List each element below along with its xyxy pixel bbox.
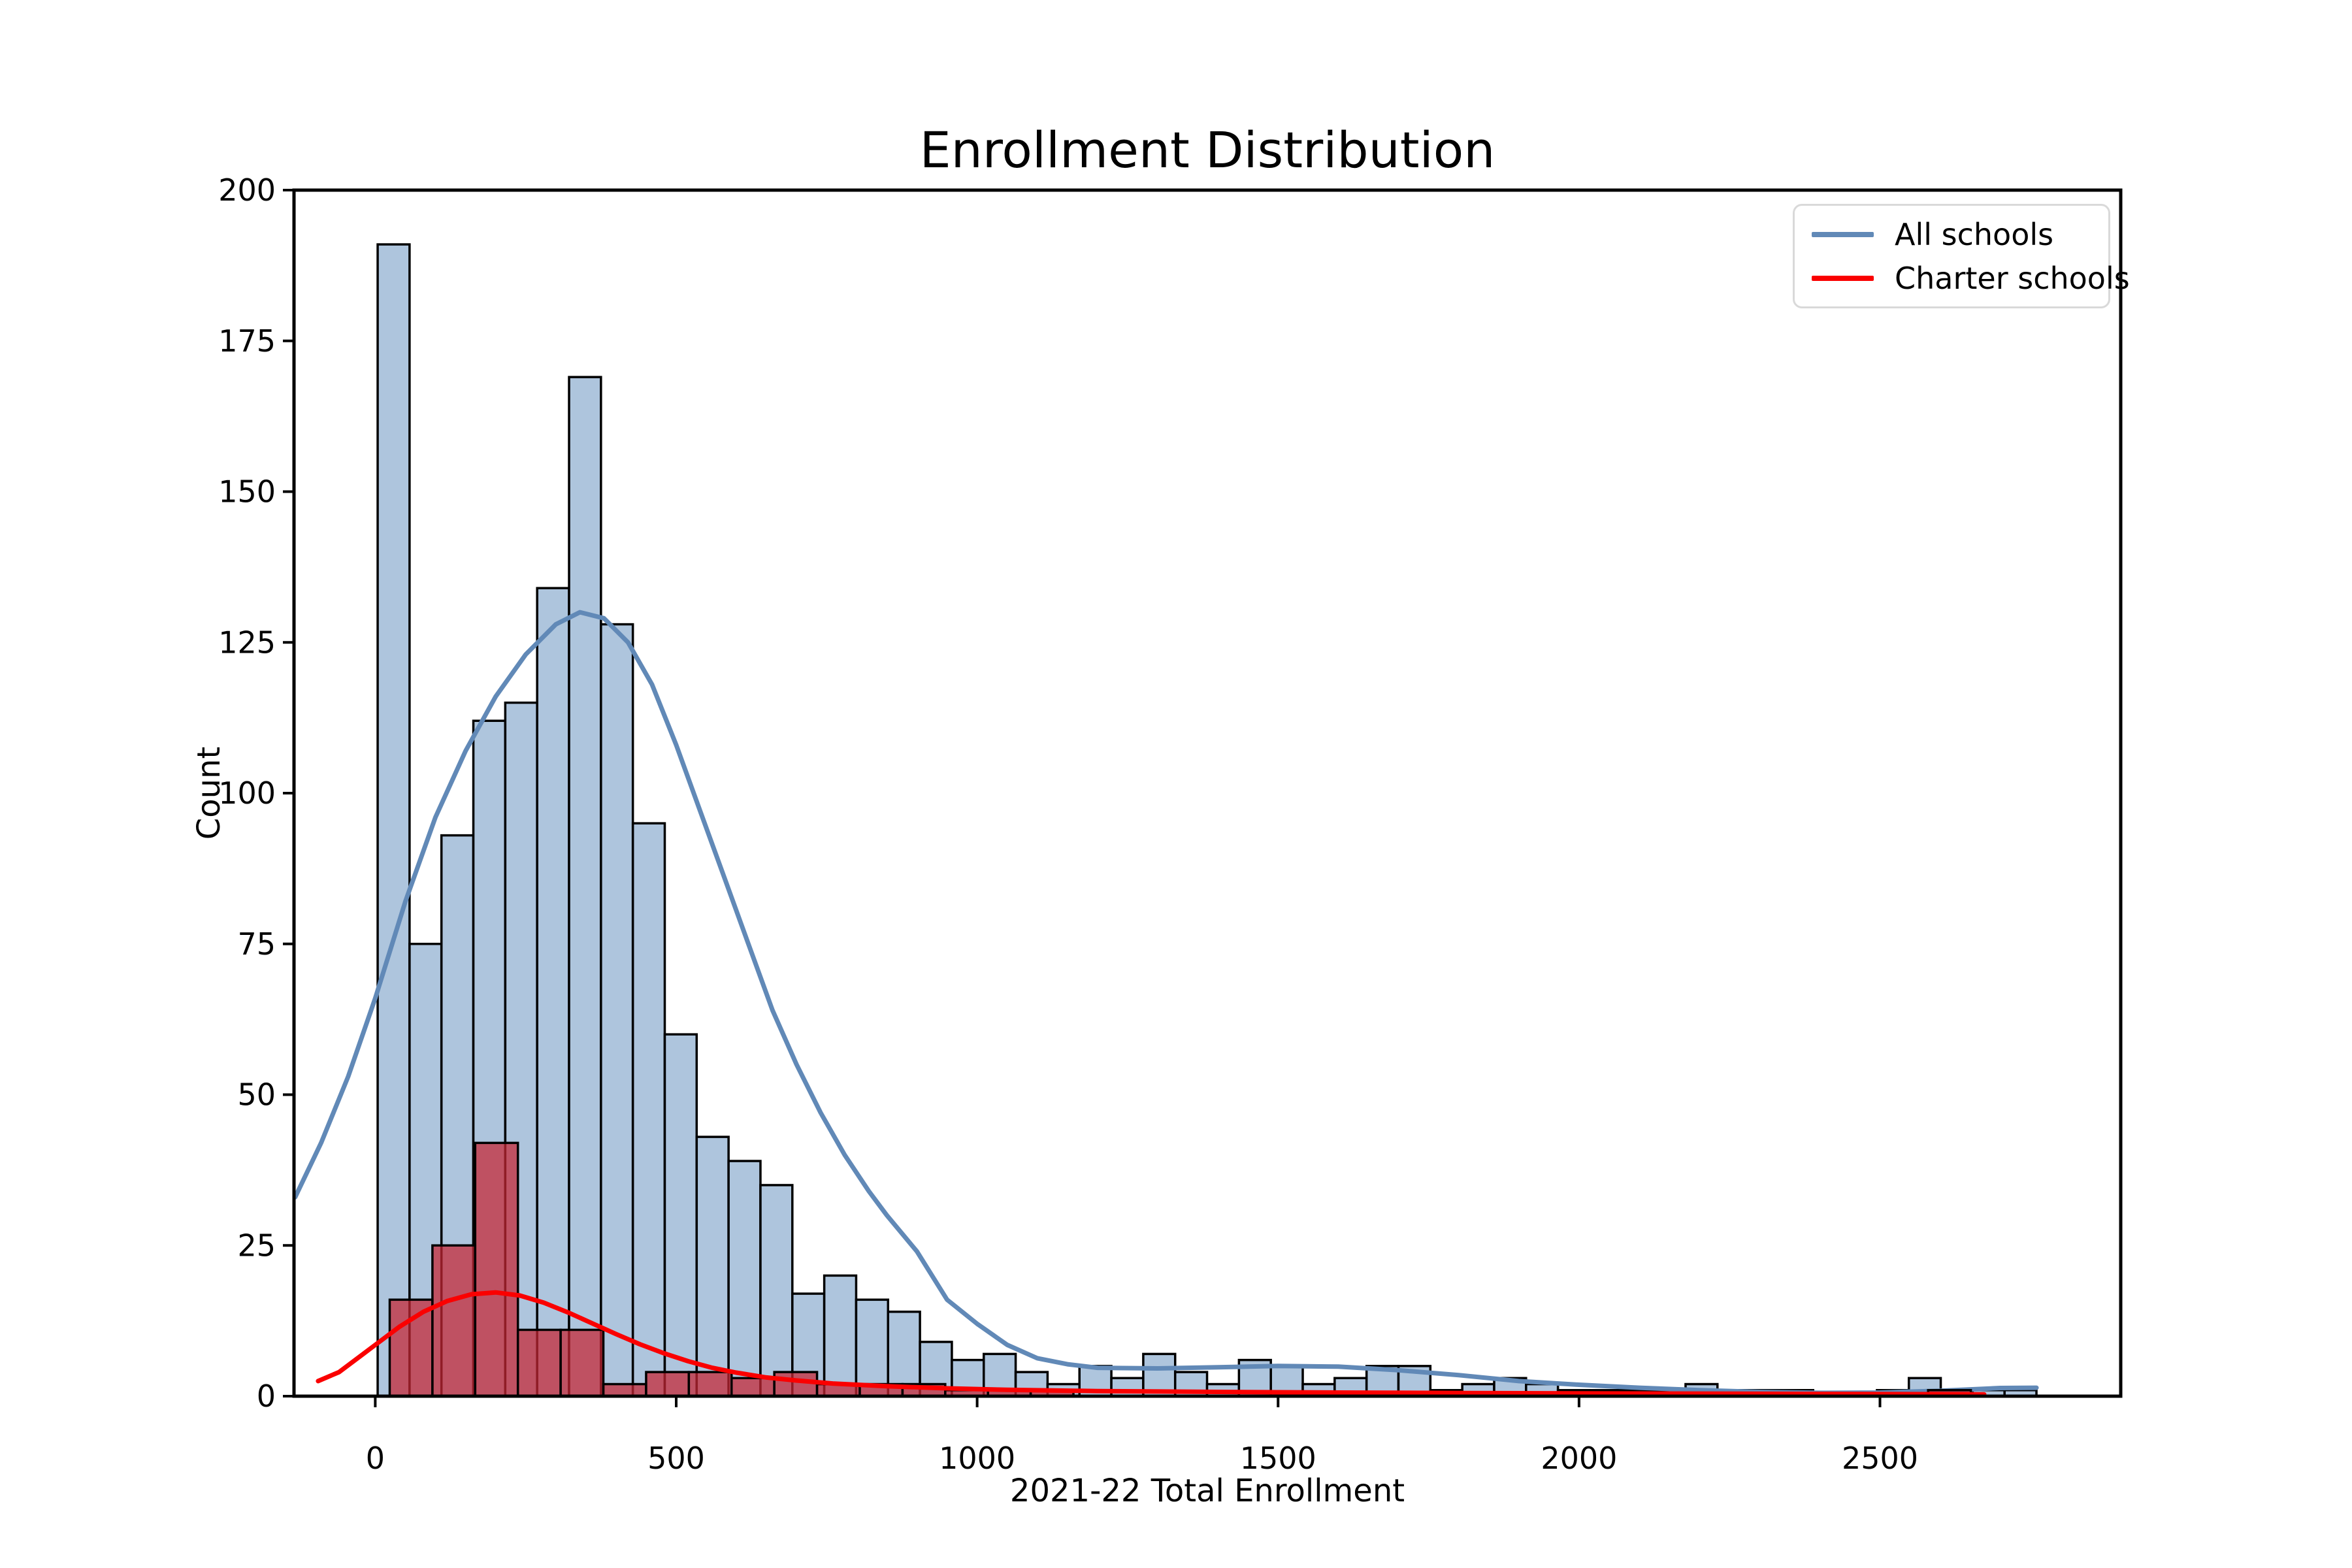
histogram-bar [887,1311,921,1397]
histogram-bar [695,1135,730,1397]
legend-item-all-schools: All schools [1812,220,2091,250]
histogram-bar [474,1141,519,1397]
y-tick-label: 0 [257,1379,276,1414]
histogram-bar [823,1274,858,1397]
x-tick-label: 2000 [1541,1441,1617,1476]
histogram-bar [431,1244,477,1397]
histogram-bar [730,1377,776,1397]
y-tick-label: 75 [237,926,276,962]
legend-item-charter-schools: Charter schools [1812,263,2130,293]
histogram-bar [600,623,634,1397]
histogram-bar [773,1371,819,1397]
histogram-bar [376,243,411,1397]
histogram-bar [631,822,666,1397]
histogram-bar [388,1298,434,1397]
x-tick-label: 0 [366,1441,385,1476]
y-tick-label: 25 [237,1228,276,1263]
legend-line-all-schools [1812,231,1874,237]
histogram-bar [855,1298,890,1397]
y-tick-label: 100 [218,776,276,811]
histogram-bar [559,1328,605,1397]
y-tick-label: 150 [218,474,276,510]
kde-line [293,610,2039,1396]
y-tick-label: 200 [218,172,276,208]
y-tick-label: 125 [218,625,276,660]
y-tick-label: 50 [237,1077,276,1113]
histogram-bar [687,1371,733,1397]
x-axis-label: 2021-22 Total Enrollment [1009,1473,1405,1509]
legend: All schools Charter schools [1793,204,2130,308]
histogram-bar [516,1328,562,1397]
x-tick-label: 500 [647,1441,705,1476]
histogram-bar [602,1382,647,1397]
y-tick-label: 175 [218,323,276,359]
x-tick-label: 1000 [939,1441,1015,1476]
legend-label-all-schools: All schools [1895,216,2054,252]
histogram-bar [568,376,602,1397]
legend-line-charter-schools [1812,275,1874,281]
kde-line [316,1290,1987,1397]
legend-label-charter-schools: Charter schools [1895,260,2130,296]
histogram-bar [759,1184,794,1397]
histogram-bar [536,587,570,1397]
chart-title: Enrollment Distribution [919,121,1495,179]
histogram-bar [727,1160,762,1397]
x-tick-label: 2500 [1842,1441,1918,1476]
histogram-bar [645,1371,691,1397]
histogram-bar [663,1033,698,1397]
x-tick-label: 1500 [1240,1441,1316,1476]
